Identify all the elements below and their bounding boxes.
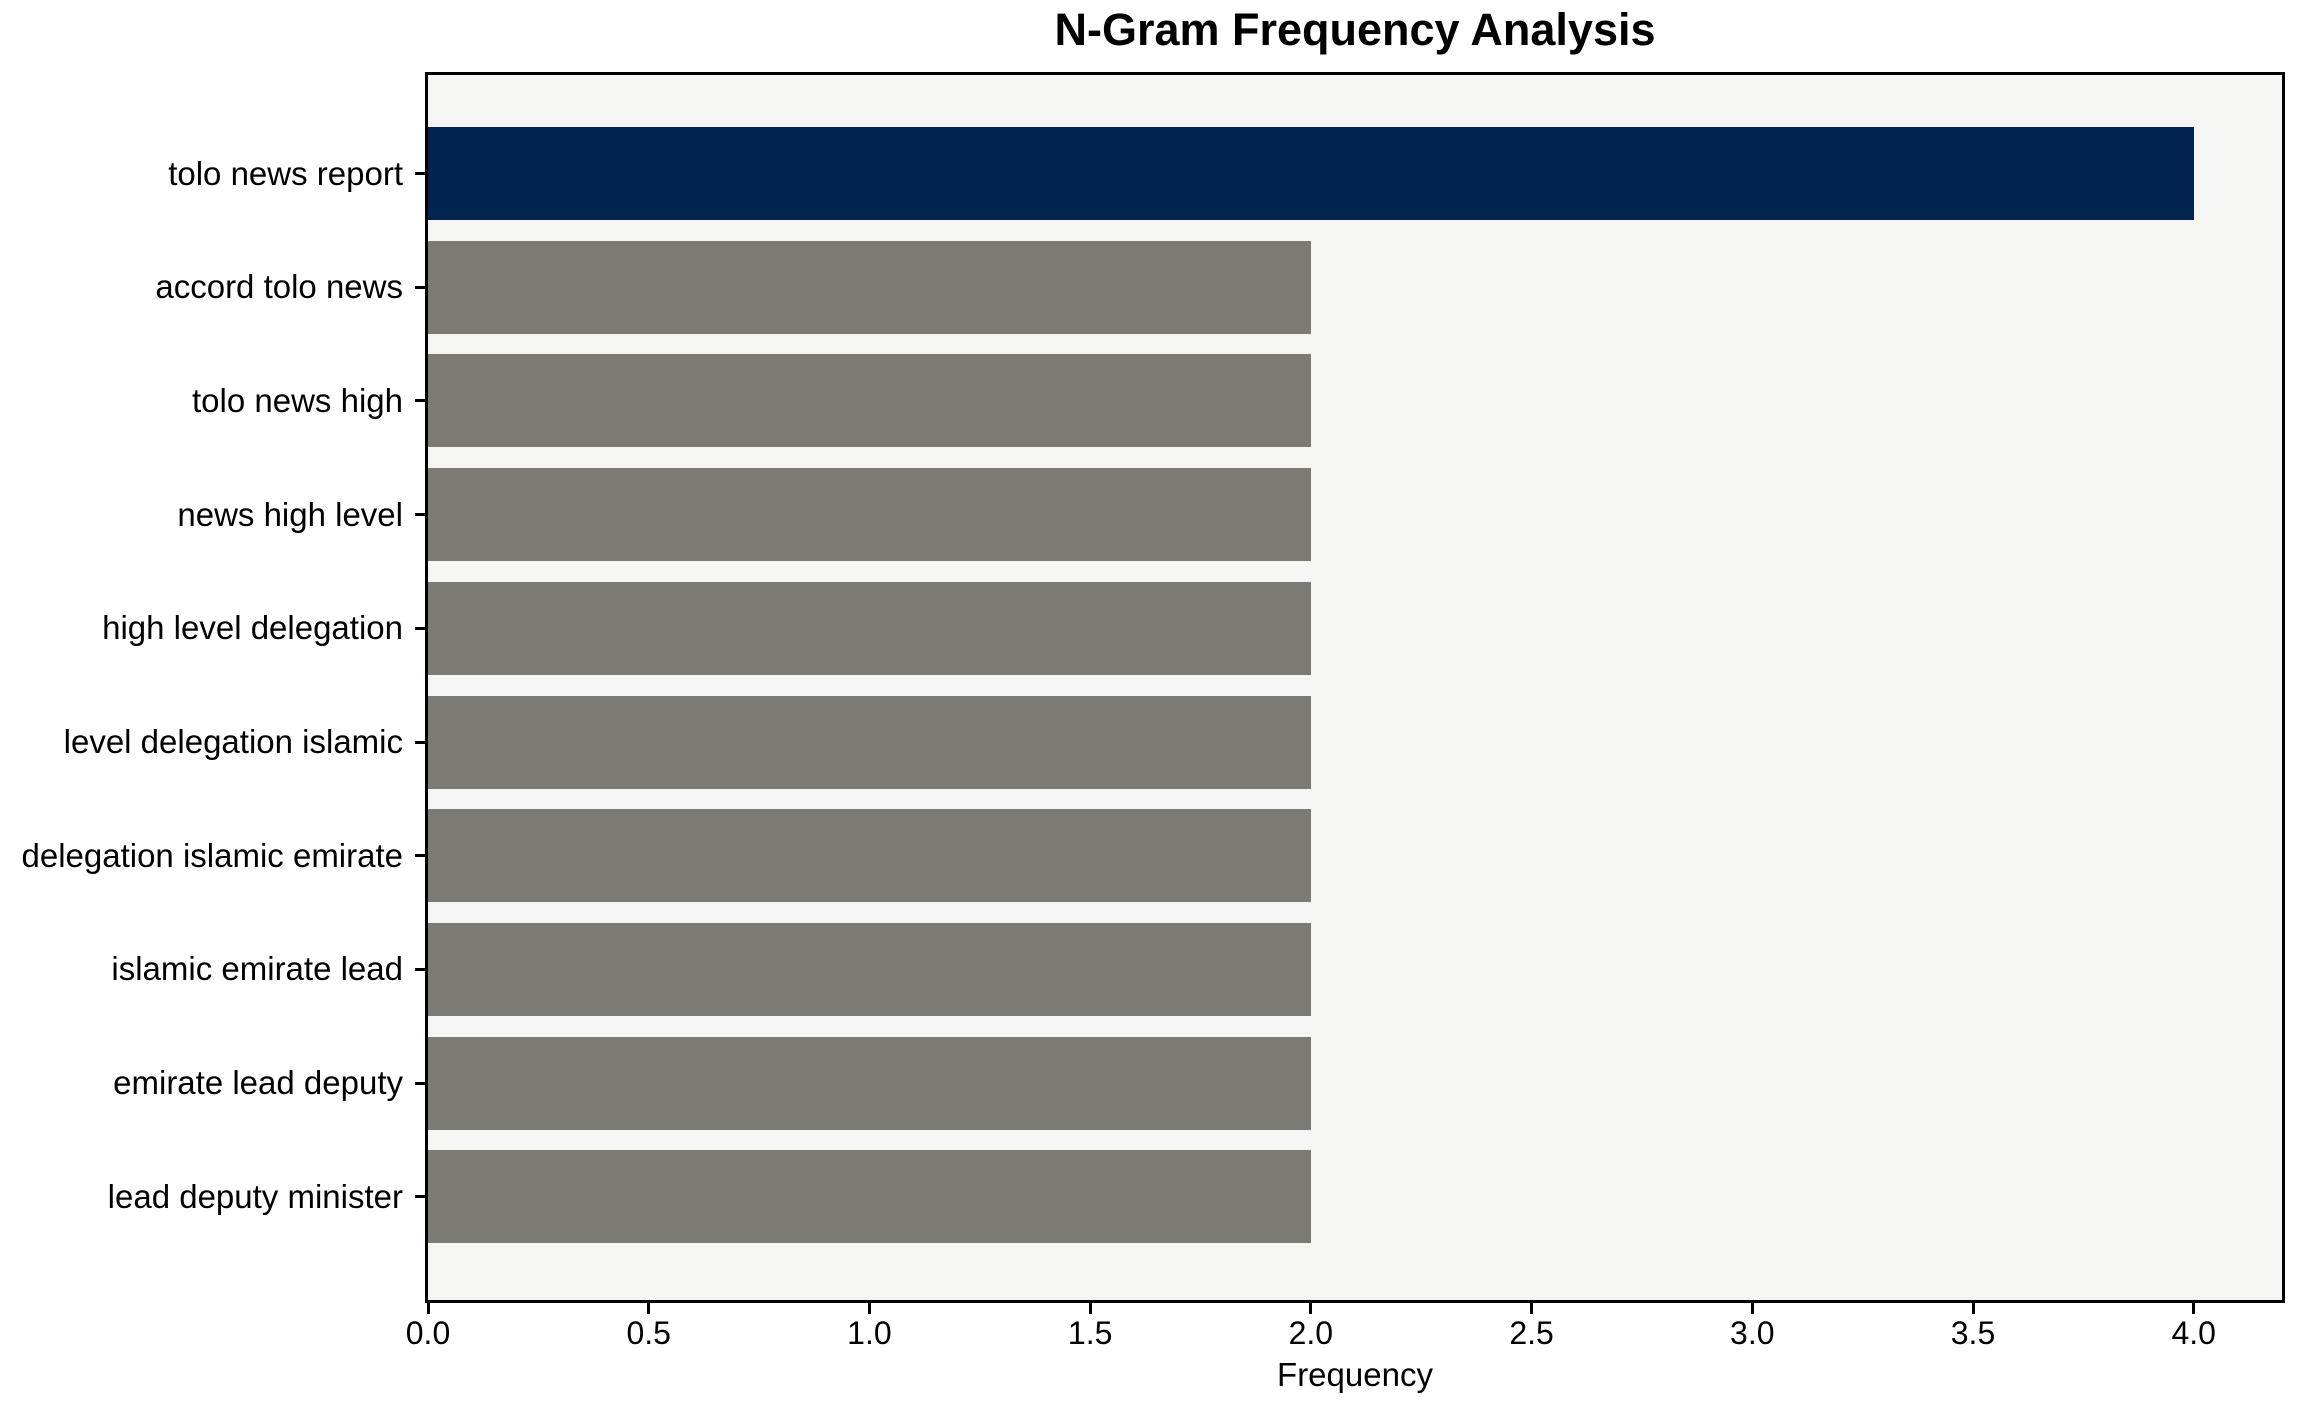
x-tick-label: 3.5 xyxy=(1950,1315,1996,1351)
bar xyxy=(428,240,1311,334)
y-tick-mark xyxy=(415,854,426,858)
x-tick-mark xyxy=(1309,1303,1313,1314)
y-tick-label: delegation islamic emirate xyxy=(21,836,403,874)
x-tick-label: 2.5 xyxy=(1509,1315,1554,1351)
bar xyxy=(428,581,1311,675)
bar xyxy=(428,695,1311,789)
y-tick-label: emirate lead deputy xyxy=(113,1064,403,1102)
y-tick-label: tolo news high xyxy=(192,381,403,419)
y-tick-label: level delegation islamic xyxy=(63,723,403,760)
y-tick-label: tolo news report xyxy=(168,154,403,192)
x-tick-mark xyxy=(1088,1303,1092,1314)
bar xyxy=(428,468,1311,562)
x-tick-label: 0.0 xyxy=(405,1315,451,1351)
x-tick-mark xyxy=(1971,1303,1975,1314)
y-tick-label: high level delegation xyxy=(102,609,403,647)
y-tick-mark xyxy=(415,513,426,517)
y-tick-mark xyxy=(415,740,426,744)
y-tick-mark xyxy=(415,967,426,971)
x-tick-label: 0.5 xyxy=(626,1315,671,1351)
y-tick-mark xyxy=(415,1195,426,1199)
y-tick-mark xyxy=(415,399,426,403)
y-tick-label: islamic emirate lead xyxy=(111,950,403,988)
x-tick-label: 3.0 xyxy=(1730,1315,1775,1351)
bar xyxy=(428,809,1311,903)
x-tick-mark xyxy=(867,1303,871,1314)
x-tick-mark xyxy=(2192,1303,2196,1314)
y-tick-label: lead deputy minister xyxy=(107,1177,403,1215)
bar xyxy=(428,922,1311,1016)
plot-area: Frequency tolo news report accord tolo ne… xyxy=(21,72,2285,1392)
x-axis-label: Frequency xyxy=(1277,1356,1433,1393)
x-tick-mark xyxy=(647,1303,651,1314)
y-tick-mark xyxy=(415,172,426,175)
y-tick-label: accord tolo news xyxy=(155,268,403,306)
y-tick-mark xyxy=(415,626,426,630)
bar xyxy=(428,127,2194,220)
x-tick-label: 1.0 xyxy=(847,1315,892,1351)
chart-title: N-Gram Frequency Analysis xyxy=(1054,4,1656,55)
x-tick-mark xyxy=(1530,1303,1534,1314)
x-tick-label: 1.5 xyxy=(1067,1315,1113,1351)
bar xyxy=(428,1150,1311,1244)
x-tick-label: 2.0 xyxy=(1288,1315,1334,1351)
y-tick-mark xyxy=(415,285,426,289)
x-tick-mark xyxy=(1750,1303,1754,1314)
x-tick-mark xyxy=(426,1303,430,1314)
bar xyxy=(428,354,1311,448)
y-tick-mark xyxy=(415,1081,426,1085)
bar xyxy=(428,1036,1311,1130)
y-tick-label: news high level xyxy=(177,495,403,533)
x-tick-label: 4.0 xyxy=(2171,1315,2216,1351)
